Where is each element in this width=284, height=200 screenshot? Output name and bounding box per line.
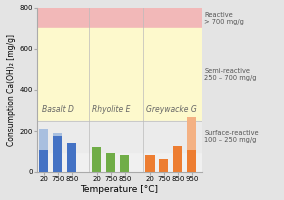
Bar xyxy=(39,129,49,172)
Bar xyxy=(92,147,101,172)
Bar xyxy=(187,150,197,172)
Text: Greywacke G: Greywacke G xyxy=(146,105,196,114)
X-axis label: Temperature [°C]: Temperature [°C] xyxy=(80,185,158,194)
Bar xyxy=(67,143,76,172)
Text: Reactive
> 700 mg/g: Reactive > 700 mg/g xyxy=(204,12,244,25)
Bar xyxy=(145,155,154,172)
Bar xyxy=(120,155,130,172)
Bar xyxy=(53,136,62,172)
Bar xyxy=(106,153,115,172)
Text: Semi-reactive
250 – 700 mg/g: Semi-reactive 250 – 700 mg/g xyxy=(204,68,257,81)
Bar xyxy=(159,159,168,172)
Bar xyxy=(187,117,197,172)
Text: Basalt D: Basalt D xyxy=(42,105,74,114)
Bar xyxy=(37,121,202,152)
Text: Rhyolite E: Rhyolite E xyxy=(92,105,130,114)
Bar xyxy=(173,146,182,172)
Bar xyxy=(53,133,62,172)
Text: Surface-reactive
100 – 250 mg/g: Surface-reactive 100 – 250 mg/g xyxy=(204,130,259,143)
Bar xyxy=(67,143,76,172)
Bar xyxy=(37,8,202,28)
Bar xyxy=(39,150,49,172)
Bar xyxy=(37,28,202,121)
Y-axis label: Consumption Ca(OH)₂ [mg/g]: Consumption Ca(OH)₂ [mg/g] xyxy=(7,34,16,146)
